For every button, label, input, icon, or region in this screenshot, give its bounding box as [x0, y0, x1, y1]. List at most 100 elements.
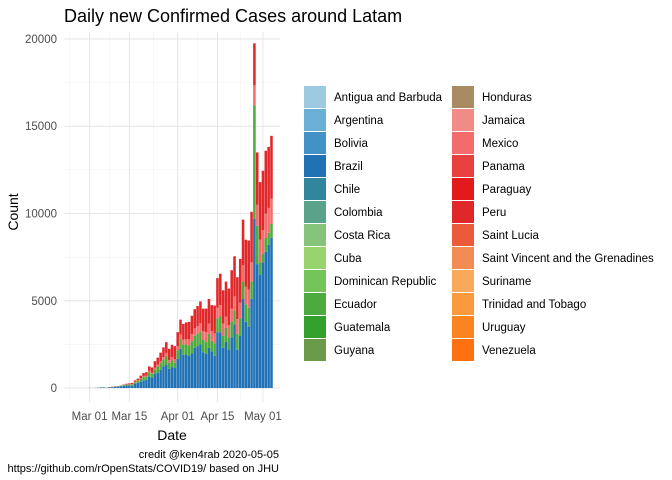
- bar-segment: [133, 381, 137, 383]
- legend-label: Cuba: [334, 253, 362, 265]
- x-tick-label: Mar 15: [111, 411, 147, 423]
- bar-segment: [219, 273, 222, 306]
- bar-segment: [261, 230, 265, 254]
- legend-key: [304, 86, 326, 108]
- bar-segment: [170, 356, 174, 361]
- bar-segment: [230, 337, 233, 389]
- bar-segment: [119, 385, 123, 387]
- legend-label: Colombia: [334, 207, 383, 219]
- bar-segment: [176, 346, 179, 351]
- x-axis-ticks: Mar 01 Mar 15 Apr 01 Apr 15 May 01: [72, 411, 282, 423]
- legend: Antigua and Barbuda Argentina Bolivia Brazi…: [304, 86, 654, 361]
- bar-segment: [247, 326, 251, 389]
- plot-grid: [64, 32, 280, 402]
- bar-segment: [201, 352, 205, 389]
- legend-label: Costa Rica: [334, 230, 391, 242]
- legend-key: [304, 155, 326, 177]
- bar-segment: [267, 207, 270, 233]
- bar-segment: [207, 333, 211, 348]
- bar-segment: [244, 239, 248, 287]
- bar-segment: [179, 319, 182, 335]
- bar-segment: [108, 387, 111, 389]
- legend-label: Jamaica: [482, 115, 525, 127]
- bar-segment: [182, 354, 185, 389]
- bar-segment: [196, 333, 199, 347]
- bar-segment: [233, 296, 236, 311]
- legend-label: Bolivia: [334, 138, 368, 150]
- bar-segment: [150, 372, 154, 374]
- bar-segment: [264, 251, 268, 389]
- bar-segment: [125, 385, 128, 389]
- x-axis-label: Date: [157, 427, 187, 443]
- bar-segment: [201, 308, 205, 332]
- bar-segment: [238, 335, 242, 389]
- legend-label: Peru: [482, 207, 506, 219]
- bar-segment: [224, 316, 228, 328]
- bar-segment: [199, 331, 202, 345]
- bar-segment: [244, 321, 248, 389]
- legend-label: Antigua and Barbuda: [334, 92, 443, 104]
- bar-segment: [145, 375, 148, 377]
- bar-segment: [184, 338, 188, 345]
- bar-segment: [216, 278, 219, 308]
- legend-label: Venezuela: [482, 345, 536, 357]
- bar-segment: [162, 366, 165, 389]
- bar-segment: [165, 352, 168, 356]
- bar-segment: [196, 306, 199, 327]
- bar-segment: [267, 146, 270, 208]
- caption-line-2: https://github.com/rOpenStats/COVID19/ b…: [8, 463, 280, 475]
- bar-segment: [130, 382, 134, 385]
- bar-segment: [147, 370, 151, 373]
- legend-label: Honduras: [482, 92, 532, 104]
- bar-segment: [159, 352, 162, 361]
- bar-segment: [224, 281, 228, 317]
- bar-segment: [210, 331, 214, 341]
- bar-segment: [216, 318, 219, 333]
- bar-segment: [142, 377, 145, 381]
- bar-segment: [176, 350, 179, 359]
- legend-key: [304, 339, 326, 361]
- bar-segment: [255, 264, 259, 389]
- bar-segment: [233, 256, 236, 297]
- bar-segment: [165, 342, 168, 353]
- bar-segment: [153, 374, 157, 389]
- bar-segment: [179, 334, 182, 339]
- bar-segment: [113, 386, 117, 389]
- bar-segment: [139, 378, 143, 382]
- bar-segment: [193, 309, 197, 329]
- bar-segment: [219, 316, 222, 333]
- legend-key: [452, 224, 474, 246]
- bar-segment: [136, 380, 140, 383]
- bar-segment: [258, 274, 262, 389]
- bar-segment: [255, 152, 259, 205]
- bar-segment: [162, 357, 165, 360]
- bar-segment: [250, 211, 253, 263]
- bar-segment: [233, 310, 236, 325]
- bar-segment: [250, 281, 253, 300]
- bar-segment: [233, 324, 236, 389]
- bar-segment: [173, 346, 177, 360]
- bar-segment: [133, 382, 137, 384]
- bar-segment: [145, 379, 148, 389]
- bar-segment: [190, 315, 194, 335]
- bar-segment: [247, 240, 251, 290]
- bar-segment: [241, 281, 245, 300]
- bar-segment: [199, 323, 202, 332]
- bar-segment: [145, 376, 148, 380]
- bar-segment: [128, 383, 131, 385]
- bar-segment: [213, 305, 216, 334]
- bar-segment: [165, 364, 168, 389]
- bar-segment: [244, 286, 248, 305]
- bar-segment: [167, 348, 171, 361]
- legend-label: Mexico: [482, 138, 518, 150]
- bar-segment: [193, 347, 197, 389]
- legend-label: Dominican Republic: [334, 276, 437, 288]
- bar-segment: [119, 386, 123, 389]
- legend-key: [452, 270, 474, 292]
- bar-segment: [116, 386, 120, 389]
- bar-segment: [193, 335, 197, 348]
- bar-segment: [253, 43, 256, 86]
- bar-segment: [201, 340, 205, 353]
- bar-segment: [173, 367, 177, 389]
- bar-segment: [238, 302, 242, 319]
